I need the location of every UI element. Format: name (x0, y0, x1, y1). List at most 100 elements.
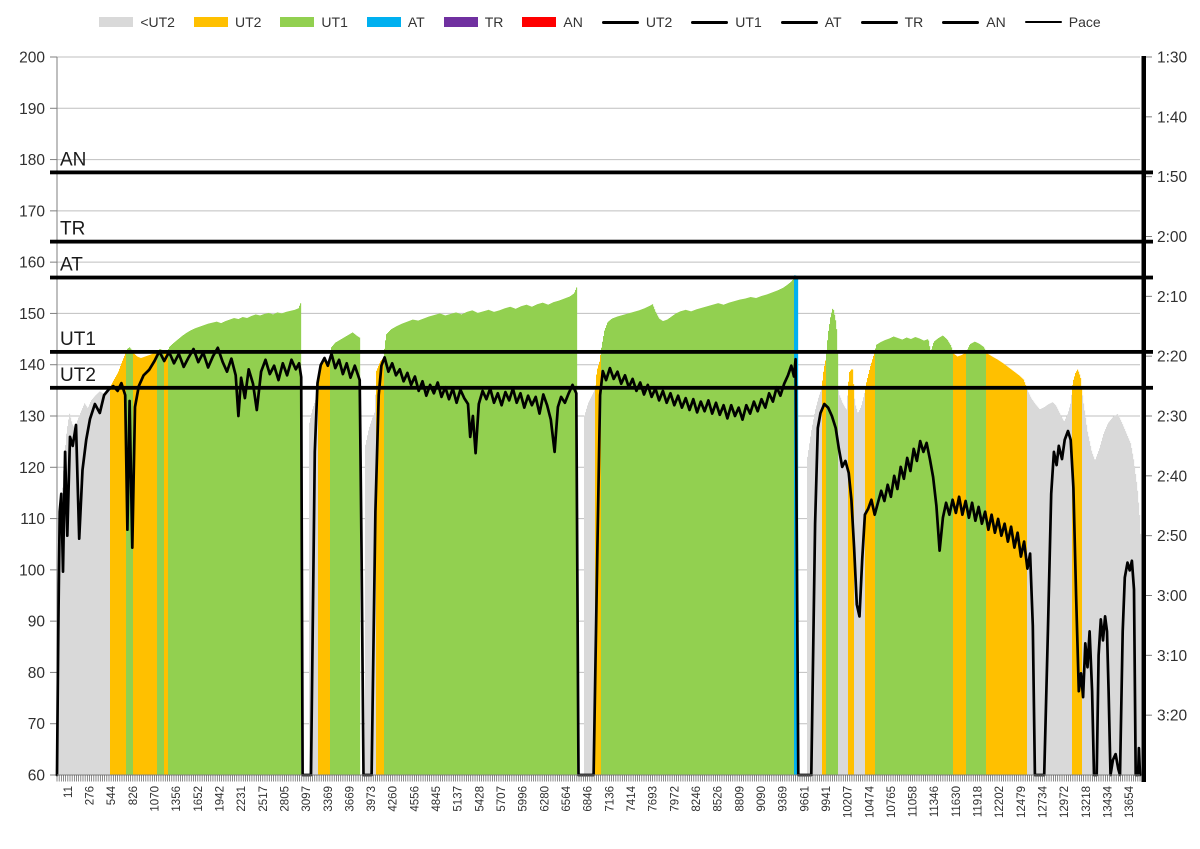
legend-item-line-at: AT (780, 14, 842, 30)
legend-label: UT2 (645, 14, 673, 30)
legend-swatch-icon (99, 17, 134, 27)
bottom-axis: 11 276 544 826 1070 1356 1652 1942 2231 2517 2805 3… (56, 774, 1141, 818)
right-axis-tick-label: 1:30 (1157, 50, 1188, 67)
x-axis-tick-label: 12202 (994, 786, 1006, 818)
left-axis-tick-label: 90 (28, 614, 46, 631)
x-axis-tick-label: 5137 (453, 786, 465, 812)
x-axis-tick-label: 13434 (1103, 785, 1115, 818)
x-axis-tick-label: 8246 (691, 786, 703, 812)
x-axis-tick-label: 11058 (908, 786, 920, 817)
right-axis-tick-label: 3:00 (1157, 588, 1188, 605)
x-axis-tick-label: 12972 (1059, 786, 1071, 818)
x-axis-tick-label: 8526 (713, 786, 725, 812)
x-axis-tick-label: 3369 (323, 786, 335, 812)
x-axis-tick-label: 9941 (821, 786, 833, 812)
legend-item-zone-UT2: UT2 (193, 14, 262, 30)
x-axis-tick-label: 11 (63, 786, 75, 798)
x-axis-tick-label: 7972 (669, 786, 681, 812)
x-axis-tick-label: 9090 (756, 786, 768, 812)
right-axis-tick-label: 1:40 (1157, 109, 1188, 126)
legend-line-marker-icon (780, 20, 818, 24)
x-axis-tick-label: 11630 (951, 786, 963, 817)
x-axis-tick-label: 8809 (734, 786, 746, 812)
x-axis-tick-label: 11346 (929, 786, 941, 817)
pace-line-group (55, 346, 1142, 777)
x-axis-tick-label: 3669 (344, 786, 356, 812)
legend-swatch-icon (193, 17, 228, 27)
legend-label: TR (904, 14, 924, 30)
zone-line-an (50, 170, 1153, 175)
legend-line-marker-icon (601, 20, 639, 24)
left-axis: 200 190 180 170 160 150 140 130 120 110 100 90 80 70 6… (19, 50, 45, 785)
legend-item-line-an: AN (942, 15, 1006, 29)
right-axis-tick-label: 2:10 (1157, 289, 1188, 306)
legend-line-marker-icon (942, 20, 980, 24)
x-axis-tick-label: 544 (106, 785, 118, 805)
x-axis-tick-label: 1652 (193, 786, 205, 812)
left-axis-tick-label: 150 (19, 306, 45, 323)
right-axis: 1:30 1:40 1:50 2:00 2:10 2:20 2:30 2:40 2:50 3:00… (1141, 50, 1188, 782)
x-axis-tick-label: 10474 (864, 785, 876, 818)
left-axis-tick-label: 70 (28, 716, 46, 733)
legend-item-zone-TR: TR (443, 15, 503, 29)
legend-swatch-icon (443, 17, 478, 27)
zone-line-ut1 (50, 349, 1153, 354)
legend-item-zone-UT1: UT1 (280, 14, 348, 30)
right-axis-tick-label: 3:10 (1157, 648, 1188, 665)
legend-line-marker-icon (1024, 21, 1062, 23)
x-axis-tick-label: 6280 (539, 786, 551, 812)
zone-line-label-ut1: UT1 (60, 329, 96, 350)
x-axis-tick-label: 9369 (778, 786, 790, 812)
legend-label: UT2 (234, 14, 262, 30)
zone-line-label-an: AN (60, 149, 86, 170)
x-axis-tick-label: 12734 (1038, 785, 1050, 818)
x-axis-tick-label: 3973 (366, 786, 378, 812)
x-axis-tick-label: 7136 (604, 786, 616, 812)
x-axis-tick-label: 10207 (843, 786, 855, 818)
zone-line-at (50, 275, 1153, 280)
zone-line-tr (50, 239, 1153, 244)
zone-line-label-at: AT (60, 255, 83, 276)
x-axis-tick-label: 4260 (388, 786, 400, 812)
legend-item-line-tr: TR (860, 14, 924, 30)
x-axis-tick-label: 5996 (518, 786, 530, 812)
legend: <UT2 UT2 UT1 AT TR AN UT2 UT1 AT TR AN Pace (60, 9, 1140, 35)
left-axis-tick-label: 120 (19, 460, 45, 477)
legend-label: AN (563, 14, 583, 30)
legend-item-line-ut2: UT2 (601, 14, 673, 30)
x-axis-tick-label: 13218 (1081, 786, 1093, 818)
legend-label: <UT2 (140, 14, 175, 30)
legend-swatch-icon (280, 17, 315, 27)
x-axis-tick-label: 5428 (474, 786, 486, 812)
left-axis-tick-label: 180 (19, 152, 45, 169)
right-axis-tick-label: 2:20 (1157, 349, 1188, 366)
legend-item-line-ut1: UT1 (691, 15, 762, 29)
left-axis-tick-label: 170 (19, 203, 45, 220)
left-axis-tick-label: 60 (28, 768, 46, 785)
legend-swatch-icon (522, 17, 557, 27)
legend-item-zone-AN: AN (522, 14, 583, 30)
legend-label: Pace (1068, 14, 1101, 30)
left-axis-tick-label: 160 (19, 255, 45, 272)
x-axis-tick-label: 7414 (626, 785, 638, 811)
x-axis-tick-label: 11918 (973, 786, 985, 817)
legend-line-marker-icon (860, 20, 898, 24)
zone-line-label-tr: TR (60, 219, 85, 240)
left-axis-tick-label: 190 (19, 101, 45, 118)
right-axis-tick-label: 2:40 (1157, 468, 1188, 485)
legend-label: UT1 (321, 14, 348, 30)
x-axis-tick-label: 10765 (886, 786, 898, 818)
legend-label: AT (824, 14, 842, 30)
x-axis-tick-label: 826 (128, 786, 140, 805)
x-axis-tick-label: 6846 (583, 786, 595, 812)
x-axis-tick-label: 2231 (236, 786, 248, 812)
x-axis-tick-label: 1942 (214, 786, 226, 812)
x-axis-tick-label: 1070 (149, 786, 161, 812)
left-axis-tick-label: 130 (19, 409, 45, 426)
x-axis-tick-label: 4845 (431, 786, 443, 812)
x-axis-tick-label: 7693 (648, 786, 660, 812)
right-axis-tick-label: 2:00 (1157, 229, 1188, 246)
right-axis-tick-label: 2:50 (1157, 528, 1188, 545)
